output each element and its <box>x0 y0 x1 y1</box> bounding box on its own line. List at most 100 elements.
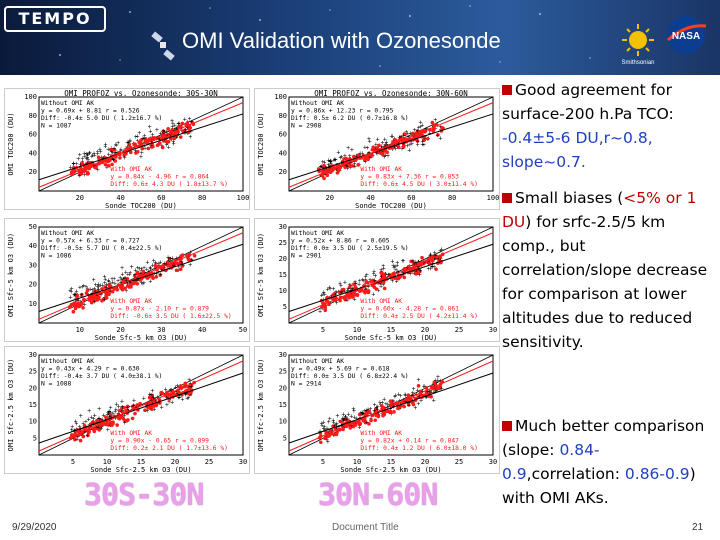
red-point <box>363 420 368 425</box>
black-point: + <box>124 270 128 277</box>
black-point: + <box>412 386 416 393</box>
y-tick-label: 25 <box>279 368 287 376</box>
black-point: + <box>384 401 388 408</box>
stats-no-ak-line: Diff: -0.4± 5.0 DU ( 1.2±16.7 %) <box>41 115 162 122</box>
black-point: + <box>328 286 332 293</box>
red-point <box>379 271 384 275</box>
red-point <box>135 150 140 154</box>
red-point <box>177 390 181 395</box>
black-point: + <box>417 125 421 132</box>
y-tick-label: 15 <box>29 401 37 409</box>
black-point: + <box>103 144 107 151</box>
red-point <box>348 285 352 289</box>
black-point: + <box>334 157 338 164</box>
black-point: + <box>327 165 331 172</box>
stats-ak-line: With OMI AK <box>360 430 402 437</box>
black-point: + <box>388 406 392 413</box>
bullet-value: -0.4±5-6 DU,r~0.8, slope~0.7. <box>502 129 653 171</box>
black-point: + <box>327 419 331 426</box>
y-tick-label: 80 <box>29 112 37 120</box>
black-point: + <box>341 418 345 425</box>
black-point: + <box>412 137 416 144</box>
black-point: + <box>426 388 430 395</box>
red-point <box>430 259 435 263</box>
black-point: + <box>384 272 388 279</box>
black-point: + <box>322 160 326 167</box>
black-point: + <box>186 254 190 261</box>
black-point: + <box>153 397 157 404</box>
red-point <box>159 390 163 395</box>
x-axis-label: Sonde Sfc-5 km O3 (DU) <box>345 334 438 341</box>
bullet-comparison: Much better comparison (slope: 0.84-0.9,… <box>502 414 717 510</box>
black-point: + <box>72 292 76 299</box>
slide-title: OMI Validation with Ozonesonde <box>182 28 501 53</box>
black-point: + <box>428 266 432 273</box>
x-axis-label: Sonde TOC200 (DU) <box>355 202 427 209</box>
stats-no-ak-line: Without OMI AK <box>41 230 94 237</box>
black-point: + <box>389 134 393 141</box>
black-point: + <box>340 423 344 430</box>
red-point <box>87 298 92 302</box>
red-point <box>106 159 110 164</box>
black-point: + <box>184 127 188 134</box>
black-point: + <box>164 387 168 394</box>
red-point <box>344 156 348 161</box>
black-point: + <box>105 412 109 419</box>
fit-line-no-ak <box>288 113 494 181</box>
red-point <box>344 416 349 421</box>
red-point <box>103 162 108 167</box>
red-point <box>115 423 119 427</box>
black-point: + <box>172 263 176 270</box>
black-point: + <box>372 408 376 415</box>
black-point: + <box>364 274 368 281</box>
red-point <box>118 408 122 413</box>
red-point <box>398 275 402 279</box>
black-point: + <box>78 424 82 431</box>
black-point: + <box>126 272 130 279</box>
black-point: + <box>86 416 90 423</box>
black-point: + <box>82 163 86 170</box>
black-point: + <box>86 157 90 164</box>
black-point: + <box>73 428 77 435</box>
stats-no-ak-line: N = 1087 <box>41 123 72 130</box>
black-point: + <box>106 147 110 154</box>
black-point: + <box>149 392 153 399</box>
black-point: + <box>368 406 372 413</box>
black-point: + <box>171 138 175 145</box>
red-point <box>84 291 89 295</box>
black-point: + <box>360 411 364 418</box>
plot-canvas: 20 20 40 40 60 60 80 80 100 100 Sonde TOC200 (DU) O… <box>257 89 499 209</box>
red-point <box>135 403 140 407</box>
x-tick-label: 20 <box>421 326 429 334</box>
black-point: + <box>79 426 83 433</box>
black-point: + <box>116 278 120 285</box>
y-tick-label: 30 <box>279 223 287 231</box>
black-point: + <box>376 404 380 411</box>
plot-title: OMI PROFOZ vs. Ozonesonde: 30S-30N <box>64 89 218 98</box>
black-point: + <box>190 119 194 126</box>
x-tick-label: 40 <box>198 326 206 334</box>
black-point: + <box>358 150 362 157</box>
black-point: + <box>333 291 337 298</box>
red-point <box>320 169 325 174</box>
black-point: + <box>132 397 136 404</box>
red-point <box>80 292 84 297</box>
black-point: + <box>78 299 82 306</box>
x-tick-label: 20 <box>171 458 179 466</box>
red-point <box>160 145 165 150</box>
black-point: + <box>78 161 82 168</box>
red-point <box>91 427 96 432</box>
black-point: + <box>361 278 365 285</box>
black-point: + <box>148 124 152 131</box>
black-point: + <box>96 424 100 431</box>
red-point <box>110 423 114 427</box>
red-point <box>438 385 442 389</box>
black-point: + <box>328 416 332 423</box>
black-point: + <box>396 391 400 398</box>
fit-line-ak <box>38 102 244 188</box>
red-point <box>353 285 358 289</box>
black-point: + <box>165 402 169 409</box>
y-tick-label: 60 <box>279 131 287 139</box>
black-point: + <box>145 267 149 274</box>
black-point: + <box>102 274 106 281</box>
